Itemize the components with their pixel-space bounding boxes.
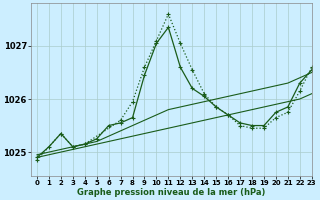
X-axis label: Graphe pression niveau de la mer (hPa): Graphe pression niveau de la mer (hPa) <box>77 188 266 197</box>
